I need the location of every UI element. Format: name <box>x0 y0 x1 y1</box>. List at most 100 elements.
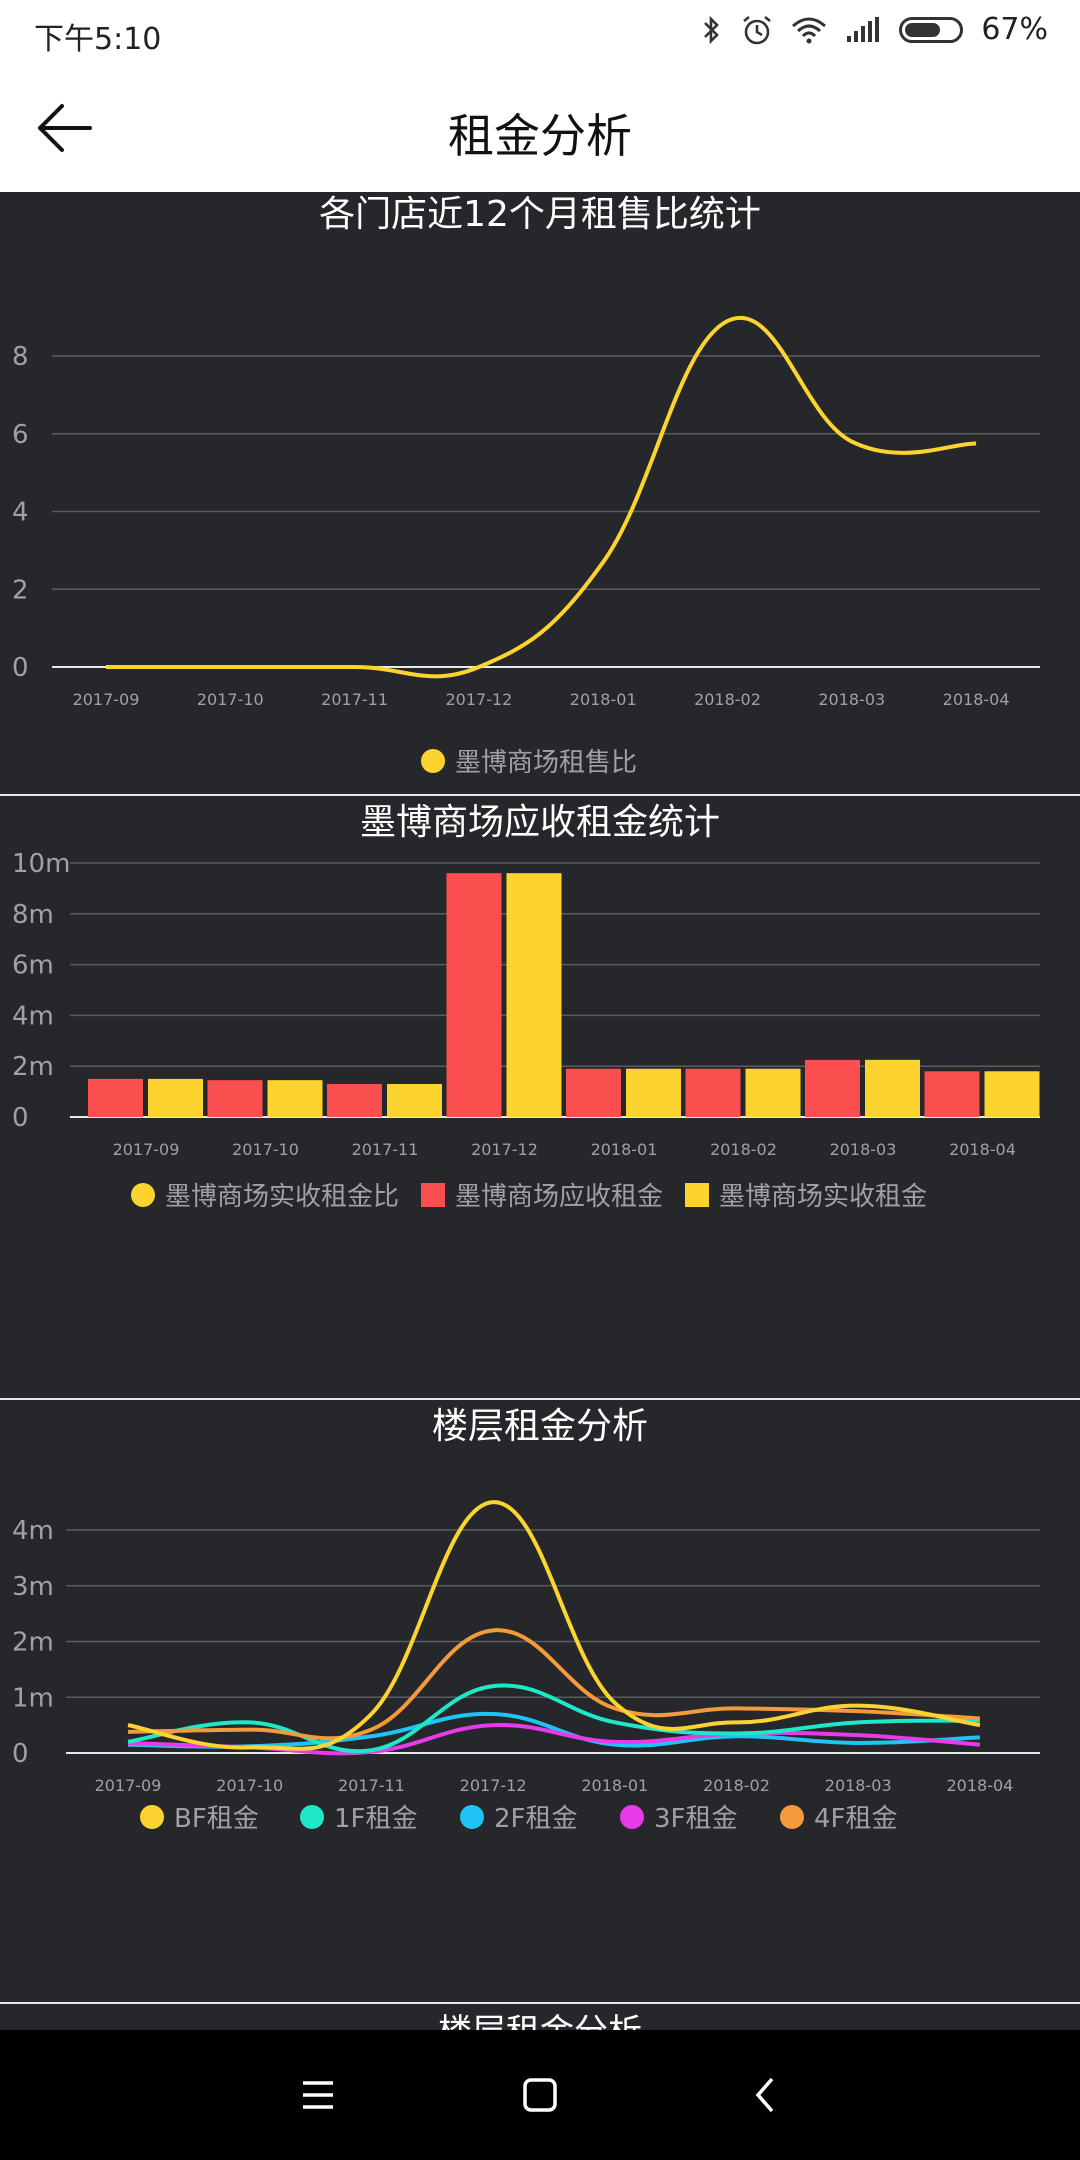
y-tick-label: 8m <box>12 900 54 930</box>
legend-swatch <box>460 1805 484 1829</box>
chart-card-receivable-rent: 墨博商场应收租金统计 0 2m 4m 6m 8m 10m 2017-09 2017-10 2017… <box>0 796 1080 1396</box>
chart-title: 各门店近12个月租售比统计 <box>319 194 761 235</box>
alarm-icon <box>743 15 772 44</box>
legend-swatch <box>780 1805 804 1829</box>
legend-label: 墨博商场实收租金 <box>719 1182 927 1212</box>
y-tick-label: 0 <box>12 1103 29 1133</box>
y-tick-label: 0 <box>12 653 29 683</box>
legend-label: 墨博商场实收租金比 <box>165 1182 399 1212</box>
y-tick-label: 0 <box>12 1739 29 1769</box>
bar <box>506 873 562 1117</box>
status-bar: 下午5:10 67% <box>0 0 1080 64</box>
legend-item: 墨博商场租售比 <box>421 748 637 778</box>
y-tick-label: 1m <box>12 1683 54 1713</box>
x-tick-label: 2017-11 <box>321 690 388 709</box>
bar <box>745 1068 801 1117</box>
y-tick-label: 2 <box>12 575 29 605</box>
x-tick-label: 2018-03 <box>830 1140 897 1159</box>
bar <box>207 1080 263 1117</box>
legend-item: 3F租金 <box>620 1804 738 1834</box>
y-tick-label: 6 <box>12 420 29 450</box>
legend-swatch <box>140 1805 164 1829</box>
bar <box>685 1068 741 1117</box>
x-tick-label: 2018-04 <box>943 690 1010 709</box>
x-tick-label: 2018-04 <box>946 1776 1013 1795</box>
bar <box>984 1071 1040 1117</box>
next-card-title: 楼层租金分析 <box>0 2004 1080 2030</box>
bar <box>566 1068 621 1117</box>
legend-item: 1F租金 <box>300 1804 418 1834</box>
legend-label: 墨博商场应收租金 <box>455 1182 663 1212</box>
bar <box>626 1068 681 1117</box>
x-tick-label: 2017-12 <box>445 690 512 709</box>
page-title: 租金分析 <box>448 109 632 163</box>
bluetooth-icon <box>704 15 720 44</box>
legend-item: 墨博商场实收租金比 <box>131 1182 399 1212</box>
app-bar: 租金分析 <box>0 64 1080 192</box>
menu-icon[interactable] <box>288 2065 348 2125</box>
bar-chart-receivable-rent: 墨博商场应收租金统计 0 2m 4m 6m 8m 10m 2017-09 2017-10 2017… <box>12 802 1040 1212</box>
y-tick-label: 4 <box>12 498 29 528</box>
x-tick-label: 2018-02 <box>694 690 761 709</box>
chart-title: 楼层租金分析 <box>432 1406 648 1447</box>
x-tick-label: 2018-01 <box>581 1776 648 1795</box>
divider <box>0 794 1080 796</box>
legend-swatch <box>131 1183 155 1207</box>
legend-label: 1F租金 <box>334 1804 418 1834</box>
x-tick-label: 2018-02 <box>703 1776 770 1795</box>
signal-icon <box>847 16 880 42</box>
x-tick-label: 2017-09 <box>113 1140 180 1159</box>
status-time: 下午5:10 <box>34 22 162 57</box>
x-tick-label: 2018-03 <box>825 1776 892 1795</box>
y-tick-label: 10m <box>12 849 70 879</box>
x-tick-label: 2017-11 <box>352 1140 419 1159</box>
bar <box>387 1083 442 1117</box>
y-tick-label: 2m <box>12 1052 54 1082</box>
series-line <box>127 1500 981 1751</box>
x-tick-label: 2018-01 <box>570 690 637 709</box>
legend-label: 2F租金 <box>494 1804 578 1834</box>
bar <box>865 1059 920 1117</box>
legend-item: 墨博商场实收租金 <box>685 1182 927 1212</box>
bar <box>805 1059 860 1117</box>
legend-swatch <box>421 1183 445 1207</box>
legend-label: BF租金 <box>174 1804 259 1834</box>
y-tick-label: 4m <box>12 1516 54 1546</box>
battery-percent: 67% <box>981 12 1048 47</box>
legend-swatch <box>685 1183 709 1207</box>
line-chart-floor-rent: 楼层租金分析 0 1m 2m 3m 4m 2017-09 2017-10 2017-11 2017… <box>12 1406 1040 1834</box>
x-tick-label: 2018-03 <box>818 690 885 709</box>
x-tick-label: 2017-11 <box>338 1776 405 1795</box>
legend-label: 4F租金 <box>814 1804 898 1834</box>
divider <box>0 1398 1080 1400</box>
legend-swatch <box>421 749 445 773</box>
legend-label: 3F租金 <box>654 1804 738 1834</box>
legend-item: 2F租金 <box>460 1804 578 1834</box>
chart-list[interactable]: 各门店近12个月租售比统计 0 2 4 6 8 2017-09 2017-10 2017-11 2… <box>0 192 1080 2030</box>
legend-swatch <box>300 1805 324 1829</box>
y-tick-label: 4m <box>12 1001 54 1031</box>
x-tick-label: 2018-04 <box>949 1140 1016 1159</box>
chart-card-sales-ratio: 各门店近12个月租售比统计 0 2 4 6 8 2017-09 2017-10 2017-11 2… <box>0 192 1080 792</box>
bar <box>88 1078 143 1117</box>
chevron-left-icon[interactable] <box>736 2065 796 2125</box>
x-tick-label: 2017-12 <box>460 1776 527 1795</box>
x-tick-label: 2017-10 <box>232 1140 299 1159</box>
x-tick-label: 2017-12 <box>471 1140 538 1159</box>
bar <box>267 1080 323 1117</box>
series-line <box>127 1628 981 1741</box>
x-tick-label: 2017-10 <box>216 1776 283 1795</box>
y-tick-label: 8 <box>12 342 29 372</box>
bar <box>327 1083 382 1117</box>
y-tick-label: 3m <box>12 1572 54 1602</box>
legend-label: 墨博商场租售比 <box>455 748 637 778</box>
battery-level <box>905 22 941 37</box>
line-chart-sales-ratio: 各门店近12个月租售比统计 0 2 4 6 8 2017-09 2017-10 2017-11 2… <box>12 194 1040 778</box>
arrow-left-icon[interactable] <box>30 98 100 158</box>
series-line <box>105 316 977 679</box>
x-tick-label: 2017-09 <box>73 690 140 709</box>
chart-title: 墨博商场应收租金统计 <box>360 802 720 843</box>
series-line <box>127 1683 980 1754</box>
square-home-icon[interactable] <box>510 2065 570 2125</box>
y-tick-label: 6m <box>12 951 54 981</box>
